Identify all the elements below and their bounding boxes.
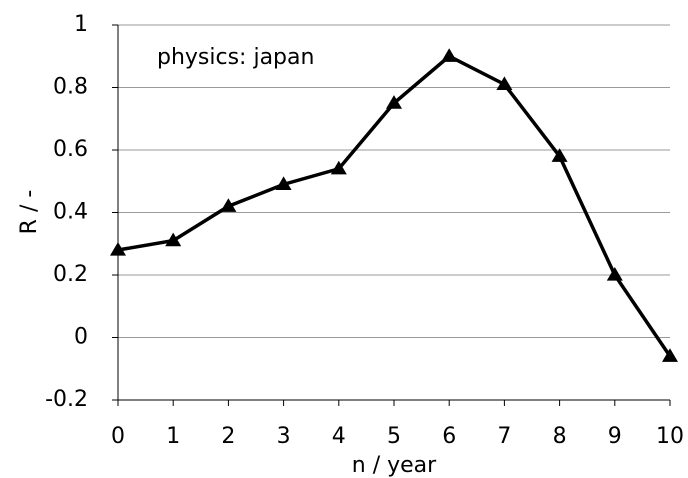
- marker: [551, 148, 568, 162]
- y-tick-label: -0.2: [45, 387, 88, 412]
- marker: [386, 95, 402, 109]
- marker: [330, 160, 347, 175]
- marker: [496, 76, 513, 90]
- marker: [220, 198, 237, 212]
- x-tick-label: 6: [442, 424, 456, 449]
- annotation: physics: japan: [157, 45, 314, 70]
- x-tick-label: 2: [221, 424, 235, 449]
- marker: [441, 48, 458, 62]
- x-tick-label: 10: [656, 424, 684, 449]
- marker: [110, 242, 126, 256]
- marker: [275, 176, 292, 190]
- x-tick-label: 8: [553, 424, 567, 449]
- x-tick-label: 0: [111, 424, 125, 449]
- x-tick-label: 1: [166, 424, 180, 449]
- marker: [662, 348, 678, 362]
- x-tick-label: 4: [332, 424, 346, 449]
- y-tick-label: 1: [74, 12, 88, 37]
- x-tick-label: 3: [277, 424, 291, 449]
- x-axis-label: n / year: [352, 453, 437, 478]
- y-axis-label: R / -: [17, 190, 42, 235]
- y-tick-label: 0.4: [53, 200, 88, 225]
- x-tick-label: 7: [497, 424, 511, 449]
- y-tick-label: 0: [74, 325, 88, 350]
- marker: [606, 267, 623, 281]
- y-tick-label: 0.2: [53, 262, 88, 287]
- x-tick-label: 5: [387, 424, 401, 449]
- y-tick-label: 0.6: [53, 137, 88, 162]
- marker: [165, 232, 182, 247]
- x-tick-label: 9: [608, 424, 622, 449]
- y-tick-label: 0.8: [53, 75, 88, 100]
